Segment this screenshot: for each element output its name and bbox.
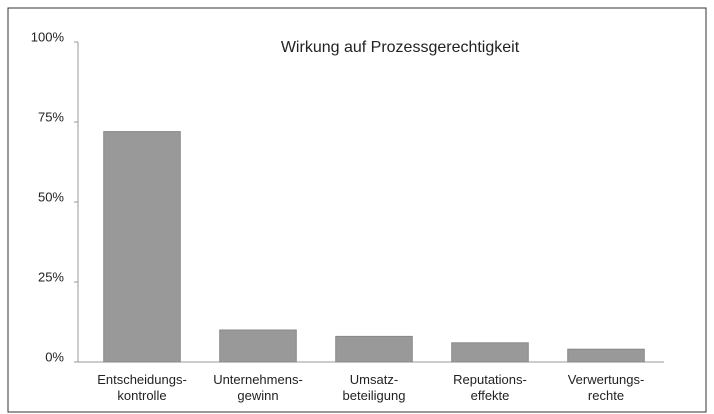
y-tick-label: 25% bbox=[38, 269, 64, 284]
x-tick-label: Verwertungs- rechte bbox=[567, 372, 645, 403]
y-tick-label: 75% bbox=[38, 109, 64, 124]
bar bbox=[451, 342, 529, 363]
y-tick-label: 0% bbox=[45, 349, 64, 364]
x-tick-label: Unternehmens- gewinn bbox=[213, 372, 303, 403]
bar bbox=[103, 131, 181, 363]
bar bbox=[567, 348, 645, 363]
y-tick-label: 50% bbox=[38, 189, 64, 204]
x-tick-label: Umsatz- beteiligung bbox=[342, 372, 406, 403]
x-tick-label: Entscheidungs- kontrolle bbox=[97, 372, 187, 403]
y-tick-label: 100% bbox=[31, 29, 65, 44]
bar bbox=[219, 329, 297, 363]
chart-title: Wirkung auf Prozessgerechtigkeit bbox=[281, 39, 520, 56]
bar bbox=[335, 335, 413, 363]
x-tick-label: Reputations- effekte bbox=[453, 372, 527, 403]
